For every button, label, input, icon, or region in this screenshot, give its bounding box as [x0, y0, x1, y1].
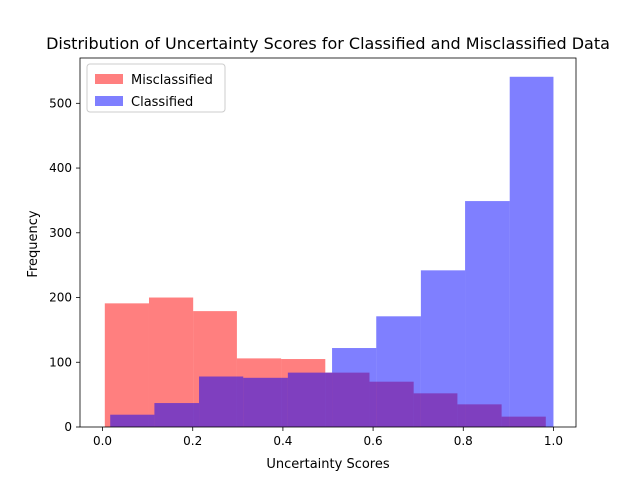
legend-label-classified: Classified [131, 95, 193, 110]
classified-bar-9 [509, 76, 554, 427]
y-tick-label: 500 [49, 96, 72, 110]
chart-title: Distribution of Uncertainty Scores for C… [46, 34, 610, 53]
misclassified-bar-0 [104, 303, 149, 427]
y-tick-label: 200 [49, 291, 72, 305]
legend: Misclassified Classified [86, 63, 226, 113]
y-axis-label: Frequency [26, 210, 41, 277]
classified-bar-5 [332, 348, 377, 427]
x-tick-label: 0.8 [454, 434, 473, 448]
series-classified [110, 76, 554, 427]
legend-swatch-classified [95, 96, 123, 106]
y-tick-label: 400 [49, 161, 72, 175]
x-tick-label: 1.0 [544, 434, 563, 448]
x-tick-label: 0.0 [93, 434, 112, 448]
x-tick-label: 0.2 [183, 434, 202, 448]
x-axis-label: Uncertainty Scores [266, 457, 389, 472]
y-tick-label: 300 [49, 226, 72, 240]
axes-layer: 0.0 0.2 0.4 0.6 0.8 1.0 0 100 200 300 400 500 [49, 57, 577, 448]
classified-bar-3 [243, 377, 288, 427]
classified-bar-0 [110, 414, 155, 427]
classified-bar-2 [199, 376, 244, 427]
legend-label-misclassified: Misclassified [131, 73, 213, 88]
bars-layer [104, 76, 554, 427]
classified-bar-1 [154, 403, 200, 427]
classified-bar-8 [465, 201, 510, 427]
legend-swatch-misclassified [95, 74, 123, 84]
y-tick-label: 0 [64, 420, 72, 434]
y-tick-label: 100 [49, 355, 72, 369]
classified-bar-7 [420, 270, 466, 427]
classified-bar-6 [376, 316, 421, 427]
classified-bar-4 [287, 372, 333, 427]
plot-frame [79, 57, 577, 428]
x-tick-label: 0.6 [364, 434, 383, 448]
x-tick-label: 0.4 [273, 434, 292, 448]
